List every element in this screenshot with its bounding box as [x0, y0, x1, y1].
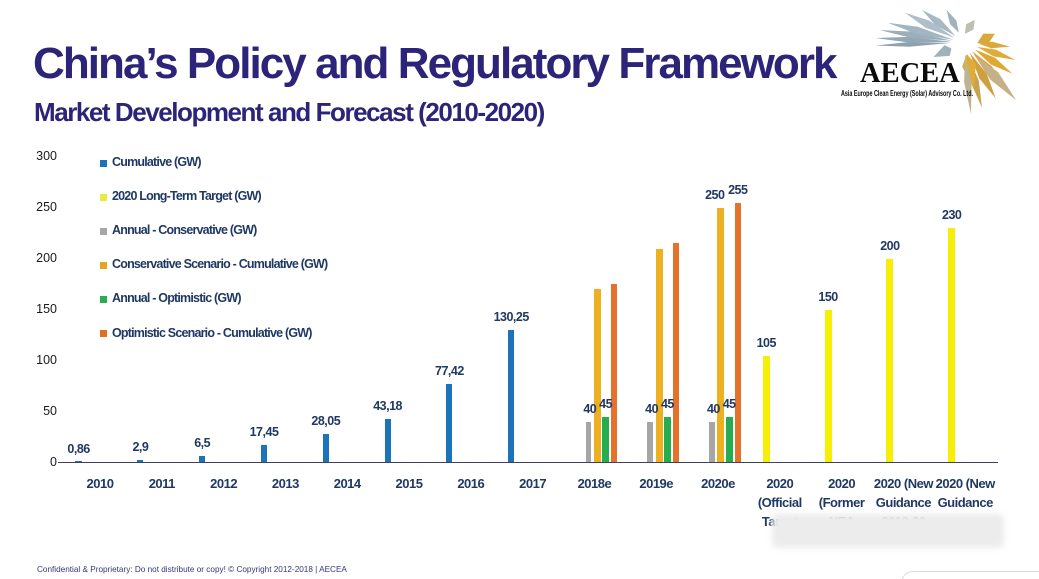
svg-text:Asia Europe Clean Energy (Sola: Asia Europe Clean Energy (Solar) Advisor… — [841, 89, 973, 98]
svg-text:AECEA: AECEA — [860, 58, 960, 89]
